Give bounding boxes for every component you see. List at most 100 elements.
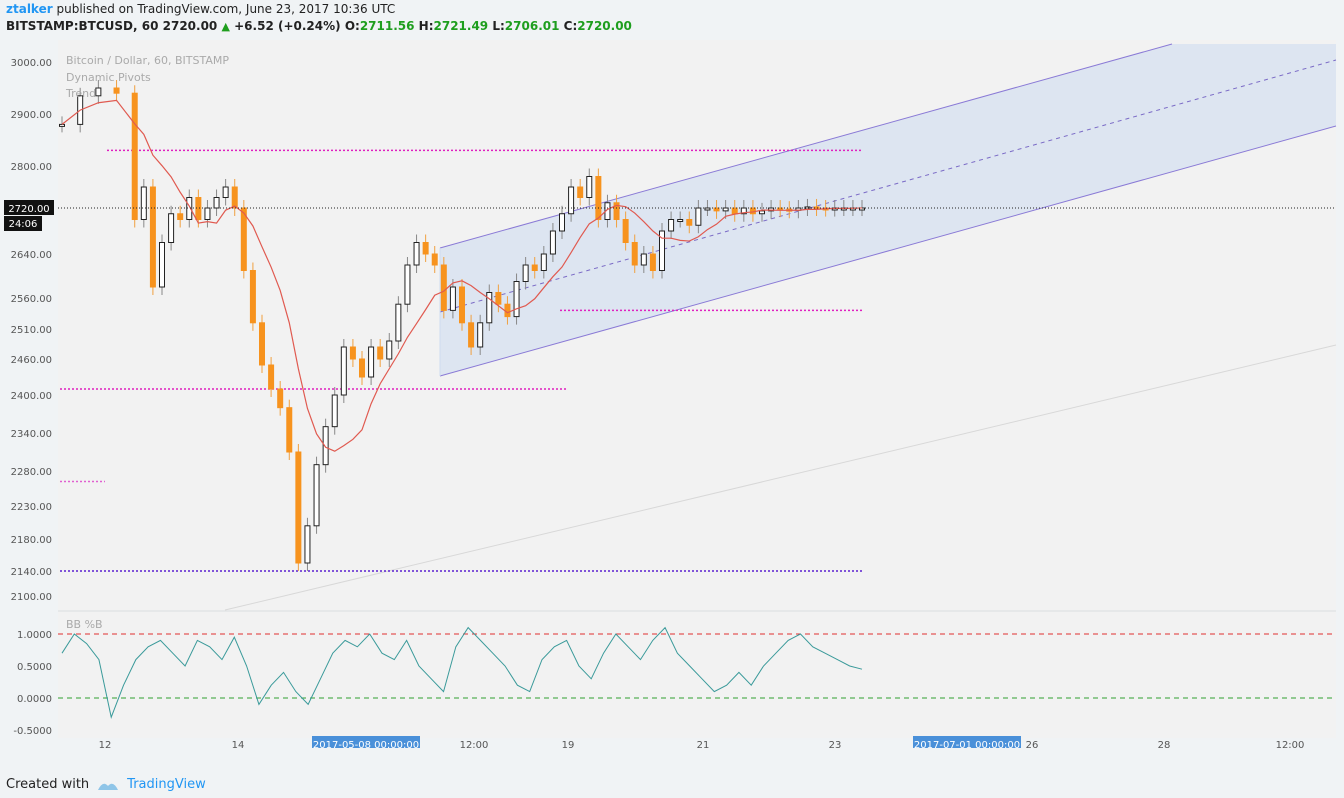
time-tick-label: 23 [829, 740, 842, 748]
price-chart[interactable]: 3000.00 2900.00 2800.00 2640.00 2560.00 2510.… [0, 40, 1344, 748]
candle-body [586, 176, 593, 198]
time-highlight-box [913, 736, 1021, 748]
candle-body [468, 322, 475, 348]
candle-body [677, 219, 684, 222]
price-tick-label: 2400.00 [11, 391, 52, 402]
candle-body [195, 197, 202, 220]
candle-body [286, 407, 293, 453]
candle-body [259, 322, 265, 366]
ohlc-line: BITSTAMP:BTCUSD, 60 2720.00 ▲ +6.52 (+0.… [6, 18, 632, 35]
candle-body [186, 197, 193, 220]
candle-body [504, 303, 511, 318]
footer: Created with TradingView [6, 777, 206, 792]
indicator-pane [58, 612, 1336, 738]
created-with-label: Created with [6, 777, 90, 792]
candle-body [386, 340, 393, 360]
candle-body [231, 186, 238, 209]
chart-title: Bitcoin / Dollar, 60, BITSTAMP [66, 54, 229, 67]
candle-body [559, 213, 565, 232]
candle-body [722, 207, 729, 212]
candle-body [395, 303, 402, 342]
time-tick-label: 21 [697, 740, 710, 748]
publish-text: published on TradingView.com, June 23, 2… [56, 2, 396, 16]
indicator-name: BB %B [66, 618, 103, 631]
price-tick-label: 2900.00 [11, 110, 52, 121]
candle-body [222, 186, 229, 198]
candle-body [240, 207, 247, 271]
candle-body [59, 123, 65, 127]
candle-body [140, 186, 147, 220]
candle-body [731, 207, 738, 215]
low-label: L: [492, 19, 505, 33]
up-arrow-icon: ▲ [221, 20, 230, 33]
candle-body [349, 346, 356, 360]
candle-body [168, 213, 175, 243]
candle-body [449, 286, 456, 311]
candle-body [549, 230, 556, 255]
countdown-text: 24:06 [9, 219, 38, 230]
time-tick-label: 12:00 [460, 740, 489, 748]
time-tick-label: 14 [232, 740, 245, 748]
countdown-box [4, 216, 42, 231]
price-label-text: 2720.00 [8, 204, 49, 215]
indicator-tick-label: 1.0000 [17, 630, 52, 641]
author-link[interactable]: ztalker [6, 2, 53, 16]
candle-body [668, 219, 675, 232]
candle-body [422, 242, 429, 255]
candle-body [177, 213, 184, 220]
candle-body [459, 286, 465, 324]
price-tick-label: 2280.00 [11, 467, 52, 478]
candle-body [486, 292, 493, 324]
high-label: H: [418, 19, 434, 33]
open-value: 2711.56 [359, 19, 415, 33]
candle-body [595, 176, 602, 220]
trend-line [224, 344, 1337, 611]
candle-body [159, 242, 165, 288]
indicator-tick-label: 0.0000 [17, 694, 52, 705]
candle-body [249, 270, 256, 324]
low-value: 2706.01 [504, 19, 560, 33]
candle-body [149, 186, 156, 288]
candle-body [713, 207, 720, 212]
candle-body [540, 253, 547, 271]
close-label: C: [563, 19, 578, 33]
candle-body [695, 207, 702, 226]
candle-body [513, 281, 520, 318]
candle-body [95, 87, 102, 97]
candle-body [331, 394, 338, 428]
candle-body [631, 242, 638, 266]
open-label: O: [344, 19, 360, 33]
indicator-tick-label: 0.5000 [17, 662, 52, 673]
indicator-label: Dynamic Pivots [66, 71, 151, 84]
time-tick-label: 12 [99, 740, 112, 748]
candle-body [740, 207, 747, 215]
candle-body [759, 210, 765, 215]
candle-body [495, 292, 502, 305]
candle-body [377, 346, 384, 360]
price-tick-label: 2140.00 [11, 567, 52, 578]
bbb-line [61, 626, 863, 719]
candle-body [522, 264, 529, 282]
channel-lower-line [439, 125, 1337, 377]
change-value: +6.52 (+0.24%) [234, 19, 341, 33]
price-tick-label: 2340.00 [11, 429, 52, 440]
time-highlight-label: 2017-05-08 00:00:00 [313, 740, 419, 748]
time-tick-label: 26 [1026, 740, 1039, 748]
tradingview-brand[interactable]: TradingView [127, 777, 206, 792]
candle-body [577, 186, 584, 198]
candle-body [768, 207, 775, 212]
last-price: 2720.00 [162, 19, 218, 33]
candle-body [568, 186, 575, 215]
high-value: 2721.49 [433, 19, 489, 33]
candle-body [404, 264, 411, 305]
candle-body [213, 197, 220, 209]
chart-header: ztalker published on TradingView.com, Ju… [6, 1, 632, 35]
candle-body [313, 464, 320, 527]
price-tick-label: 2180.00 [11, 535, 52, 546]
candle-body [640, 253, 647, 266]
moving-average-line [61, 99, 863, 452]
tradingview-logo-icon [98, 783, 119, 790]
indicator-label: Trend [65, 87, 96, 100]
candle-body [113, 87, 120, 94]
candle-body [749, 207, 756, 215]
